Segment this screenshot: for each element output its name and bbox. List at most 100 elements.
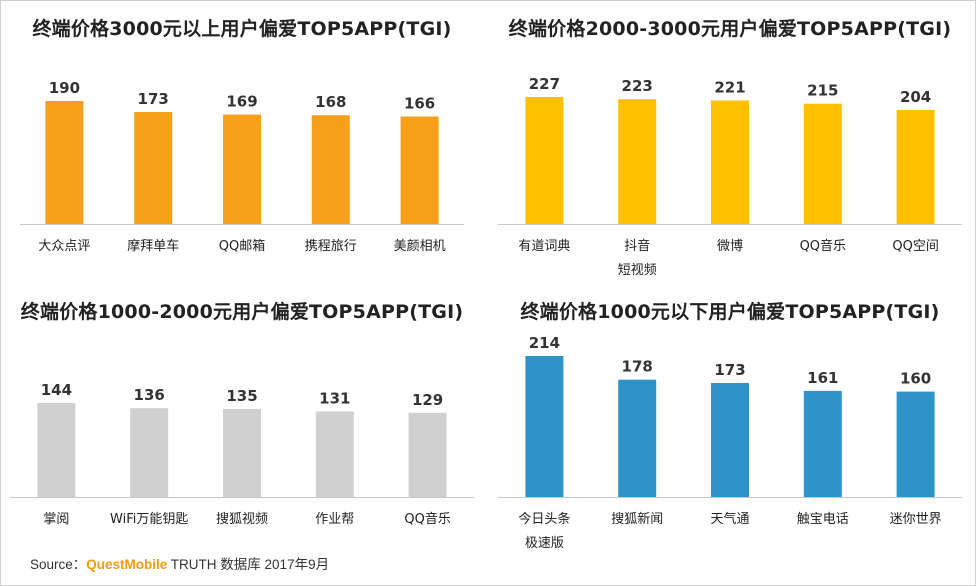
bar — [400, 116, 439, 224]
tick-label: QQ空间 — [892, 239, 938, 254]
data-label: 190 — [49, 79, 80, 97]
tick-label-line: 摩拜单车 — [127, 238, 179, 254]
data-label: 173 — [138, 90, 169, 108]
bar — [896, 391, 935, 497]
tick-label: 作业帮 — [315, 512, 354, 527]
bar — [37, 403, 76, 497]
tick-label: 天气通 — [710, 511, 749, 527]
source-note: Source：QuestMobile TRUTH 数据库 2017年9月 — [30, 553, 329, 573]
tick-label-line: QQ空间 — [892, 239, 938, 254]
bar — [618, 99, 657, 224]
data-label: 129 — [412, 391, 443, 409]
data-label: 144 — [41, 381, 72, 399]
tick-label-line: 搜狐视频 — [216, 512, 268, 527]
tick-label: QQ音乐 — [800, 238, 846, 254]
bar — [525, 356, 564, 497]
data-label: 161 — [807, 369, 838, 387]
bar-chart-below-1000: 214 今日头条极速版 178 搜狐新闻 173 天气通 161 触宝电话 160 迷你世界 — [498, 334, 962, 551]
data-label: 168 — [315, 93, 346, 111]
bar — [45, 101, 84, 224]
tick-label-line: QQ音乐 — [404, 511, 450, 527]
bar — [130, 408, 169, 497]
tick-label: 有道词典 — [518, 239, 570, 254]
tick-label: 触宝电话 — [797, 512, 849, 527]
bar — [525, 97, 564, 224]
tick-label-line: 大众点评 — [38, 239, 90, 254]
chart-title: 终端价格1000元以下用户偏爱TOP5APP(TGI) — [520, 301, 940, 323]
bar — [408, 412, 447, 497]
bar-chart-2000-3000: 227 有道词典 223 抖音短视频 221 微博 215 QQ音乐 204 QQ空间 — [498, 75, 962, 278]
bar — [618, 379, 657, 497]
data-label: 160 — [900, 370, 931, 388]
tick-label: 抖音短视频 — [618, 238, 657, 278]
tick-label-line: 美颜相机 — [394, 238, 446, 254]
tick-label: 美颜相机 — [394, 238, 446, 254]
tick-label: 搜狐视频 — [216, 512, 268, 527]
data-label: 173 — [714, 361, 745, 379]
plot-area: 227 有道词典 223 抖音短视频 221 微博 215 QQ音乐 204 QQ空间 — [498, 75, 962, 278]
tick-label-line: 携程旅行 — [305, 238, 357, 254]
data-label: 215 — [807, 82, 838, 100]
source-prefix: Source： — [30, 557, 87, 572]
bar-chart-3000-plus: 190 大众点评 173 摩拜单车 169 QQ邮箱 168 携程旅行 166 美颜相机 — [20, 79, 464, 254]
tick-label-line: 天气通 — [710, 511, 749, 527]
data-label: 221 — [714, 78, 745, 96]
bar — [315, 411, 354, 497]
data-label: 136 — [134, 386, 165, 404]
tick-label: 掌阅 — [43, 512, 69, 527]
plot-area: 190 大众点评 173 摩拜单车 169 QQ邮箱 168 携程旅行 166 美颜相机 — [20, 79, 464, 254]
tick-label: 搜狐新闻 — [611, 511, 663, 527]
data-label: 214 — [529, 334, 560, 352]
tick-label-line: 抖音 — [624, 238, 650, 254]
chart-panel-1000-2000: 终端价格1000-2000元用户偏爱TOP5APP(TGI) 144 掌阅 136 W… — [10, 297, 474, 557]
chart-title: 终端价格1000-2000元用户偏爱TOP5APP(TGI) — [20, 301, 464, 323]
chart-panel-below-1000: 终端价格1000元以下用户偏爱TOP5APP(TGI) 214 今日头条极速版 17… — [492, 297, 968, 557]
tick-label: 大众点评 — [38, 239, 90, 254]
bar — [803, 390, 842, 497]
tick-label-line: 微博 — [717, 239, 743, 254]
tick-label-line: QQ邮箱 — [219, 238, 265, 254]
chart-panel-3000-plus: 终端价格3000元以上用户偏爱TOP5APP(TGI) 190 大众点评 173 摩拜… — [10, 14, 474, 284]
data-label: 166 — [404, 95, 435, 113]
tick-label-line: 极速版 — [525, 536, 564, 551]
tick-label-line: 短视频 — [618, 263, 657, 278]
data-label: 169 — [226, 93, 257, 111]
data-label: 227 — [529, 75, 560, 93]
tick-label-line: WiFi万能钥匙 — [110, 512, 188, 527]
bar — [223, 408, 261, 497]
chart-title: 终端价格3000元以上用户偏爱TOP5APP(TGI) — [32, 18, 452, 40]
tick-label: 微博 — [717, 239, 743, 254]
tick-label: 今日头条极速版 — [518, 511, 570, 551]
tick-label: QQ邮箱 — [219, 238, 265, 254]
tick-label-line: 今日头条 — [518, 511, 570, 527]
tick-label: 迷你世界 — [890, 512, 942, 527]
data-label: 178 — [622, 358, 653, 376]
tick-label-line: 触宝电话 — [797, 512, 849, 527]
tick-label: 摩拜单车 — [127, 238, 179, 254]
chart-panel-2000-3000: 终端价格2000-3000元用户偏爱TOP5APP(TGI) 227 有道词典 22… — [492, 14, 968, 284]
data-label: 131 — [319, 390, 350, 408]
tick-label-line: 作业帮 — [315, 512, 354, 527]
bar-chart-1000-2000: 144 掌阅 136 WiFi万能钥匙 135 搜狐视频 131 作业帮 129 QQ音乐 — [10, 381, 474, 527]
bar — [711, 383, 749, 497]
bar — [803, 103, 842, 224]
bar — [311, 115, 350, 224]
tick-label-line: QQ音乐 — [800, 238, 846, 254]
data-label: 204 — [900, 88, 931, 106]
bar — [223, 114, 261, 224]
bar — [134, 112, 173, 224]
plot-area: 214 今日头条极速版 178 搜狐新闻 173 天气通 161 触宝电话 160 迷你世界 — [498, 334, 962, 551]
data-label: 135 — [226, 387, 257, 405]
bar — [896, 109, 935, 224]
data-label: 223 — [622, 77, 653, 95]
tick-label: WiFi万能钥匙 — [110, 512, 188, 527]
chart-title: 终端价格2000-3000元用户偏爱TOP5APP(TGI) — [508, 18, 952, 40]
tick-label-line: 掌阅 — [43, 512, 69, 527]
plot-area: 144 掌阅 136 WiFi万能钥匙 135 搜狐视频 131 作业帮 129 QQ音乐 — [10, 381, 474, 527]
tick-label-line: 有道词典 — [518, 239, 570, 254]
source-suffix: TRUTH 数据库 2017年9月 — [167, 557, 330, 572]
tick-label-line: 迷你世界 — [890, 512, 942, 527]
source-brand: QuestMobile — [86, 557, 168, 572]
bar — [711, 100, 749, 224]
tick-label: QQ音乐 — [404, 511, 450, 527]
